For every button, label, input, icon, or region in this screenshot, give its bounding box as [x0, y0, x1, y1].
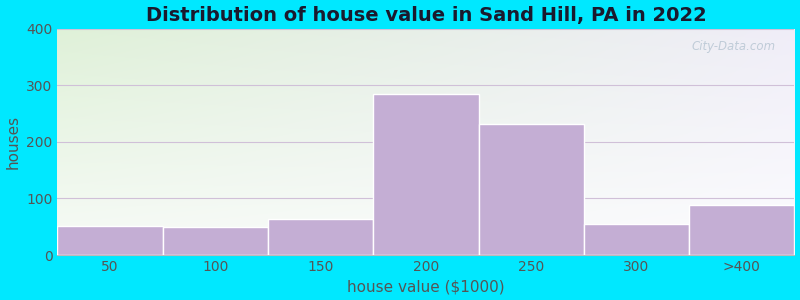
Bar [584, 224, 689, 255]
Bar [162, 227, 268, 255]
Text: City-Data.com: City-Data.com [692, 40, 776, 53]
Bar [268, 219, 374, 255]
Bar [58, 226, 162, 255]
Bar [478, 124, 584, 255]
Y-axis label: houses: houses [6, 115, 21, 169]
Bar [374, 94, 478, 255]
Bar [689, 205, 794, 255]
X-axis label: house value ($1000): house value ($1000) [347, 279, 505, 294]
Title: Distribution of house value in Sand Hill, PA in 2022: Distribution of house value in Sand Hill… [146, 6, 706, 25]
